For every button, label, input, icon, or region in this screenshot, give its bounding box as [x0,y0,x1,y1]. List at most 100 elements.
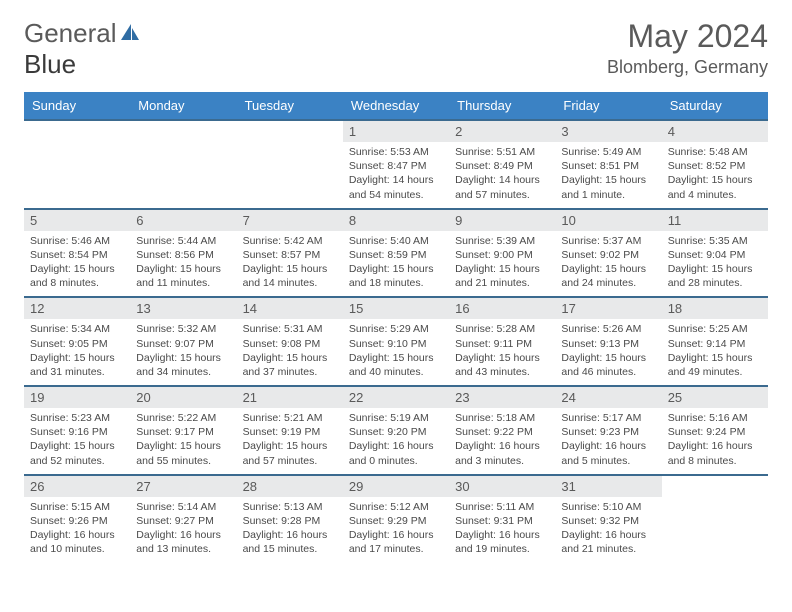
day-number: 12 [24,298,130,319]
day-header-cell: Sunday [24,92,130,120]
day-number: 27 [130,476,236,497]
week-row: 19 Sunrise: 5:23 AMSunset: 9:16 PMDayligh… [24,386,768,475]
day-header-cell: Monday [130,92,236,120]
day-cell: 20 Sunrise: 5:22 AMSunset: 9:17 PMDayligh… [130,386,236,475]
day-cell: 5 Sunrise: 5:46 AMSunset: 8:54 PMDaylight… [24,209,130,298]
day-number: 26 [24,476,130,497]
day-number: 6 [130,210,236,231]
day-info: Sunrise: 5:10 AMSunset: 9:32 PMDaylight:… [561,500,655,557]
day-header-cell: Thursday [449,92,555,120]
day-cell [130,120,236,209]
day-number: 25 [662,387,768,408]
day-info: Sunrise: 5:21 AMSunset: 9:19 PMDaylight:… [243,411,337,468]
title-block: May 2024 Blomberg, Germany [607,18,768,78]
day-header-cell: Tuesday [237,92,343,120]
day-number: 29 [343,476,449,497]
day-cell: 25 Sunrise: 5:16 AMSunset: 9:24 PMDayligh… [662,386,768,475]
day-info: Sunrise: 5:49 AMSunset: 8:51 PMDaylight:… [561,145,655,202]
day-cell: 15 Sunrise: 5:29 AMSunset: 9:10 PMDayligh… [343,297,449,386]
day-info: Sunrise: 5:31 AMSunset: 9:08 PMDaylight:… [243,322,337,379]
day-info: Sunrise: 5:42 AMSunset: 8:57 PMDaylight:… [243,234,337,291]
day-cell: 12 Sunrise: 5:34 AMSunset: 9:05 PMDayligh… [24,297,130,386]
day-cell: 9Sunrise: 5:39 AMSunset: 9:00 PMDaylight… [449,209,555,298]
day-header-cell: Friday [555,92,661,120]
day-cell: 14 Sunrise: 5:31 AMSunset: 9:08 PMDayligh… [237,297,343,386]
logo: GeneralBlue [24,18,141,80]
day-info: Sunrise: 5:13 AMSunset: 9:28 PMDaylight:… [243,500,337,557]
day-cell: 26 Sunrise: 5:15 AMSunset: 9:26 PMDayligh… [24,475,130,563]
day-cell: 17Sunrise: 5:26 AMSunset: 9:13 PMDayligh… [555,297,661,386]
day-number: 10 [555,210,661,231]
day-number: 15 [343,298,449,319]
day-cell: 8Sunrise: 5:40 AMSunset: 8:59 PMDaylight… [343,209,449,298]
day-number: 21 [237,387,343,408]
day-cell: 19 Sunrise: 5:23 AMSunset: 9:16 PMDayligh… [24,386,130,475]
day-cell: 27Sunrise: 5:14 AMSunset: 9:27 PMDayligh… [130,475,236,563]
day-cell: 13 Sunrise: 5:32 AMSunset: 9:07 PMDayligh… [130,297,236,386]
logo-text: GeneralBlue [24,18,141,80]
day-info: Sunrise: 5:53 AMSunset: 8:47 PMDaylight:… [349,145,443,202]
location-text: Blomberg, Germany [607,57,768,78]
day-info: Sunrise: 5:35 AMSunset: 9:04 PMDaylight:… [668,234,762,291]
day-info: Sunrise: 5:22 AMSunset: 9:17 PMDaylight:… [136,411,230,468]
day-number: 16 [449,298,555,319]
day-header-cell: Wednesday [343,92,449,120]
day-cell [237,120,343,209]
day-cell: 7Sunrise: 5:42 AMSunset: 8:57 PMDaylight… [237,209,343,298]
day-info: Sunrise: 5:23 AMSunset: 9:16 PMDaylight:… [30,411,124,468]
day-info: Sunrise: 5:16 AMSunset: 9:24 PMDaylight:… [668,411,762,468]
day-number: 2 [449,121,555,142]
day-cell: 18 Sunrise: 5:25 AMSunset: 9:14 PMDayligh… [662,297,768,386]
day-cell: 21 Sunrise: 5:21 AMSunset: 9:19 PMDayligh… [237,386,343,475]
day-number: 18 [662,298,768,319]
day-info: Sunrise: 5:39 AMSunset: 9:00 PMDaylight:… [455,234,549,291]
week-row: 1 Sunrise: 5:53 AMSunset: 8:47 PMDaylight… [24,120,768,209]
day-cell: 31 Sunrise: 5:10 AMSunset: 9:32 PMDayligh… [555,475,661,563]
day-cell: 29 Sunrise: 5:12 AMSunset: 9:29 PMDayligh… [343,475,449,563]
day-info: Sunrise: 5:15 AMSunset: 9:26 PMDaylight:… [30,500,124,557]
day-info: Sunrise: 5:28 AMSunset: 9:11 PMDaylight:… [455,322,549,379]
day-number: 22 [343,387,449,408]
day-info: Sunrise: 5:44 AMSunset: 8:56 PMDaylight:… [136,234,230,291]
day-info: Sunrise: 5:34 AMSunset: 9:05 PMDaylight:… [30,322,124,379]
day-cell: 24Sunrise: 5:17 AMSunset: 9:23 PMDayligh… [555,386,661,475]
calendar-table: SundayMondayTuesdayWednesdayThursdayFrid… [24,92,768,562]
day-number: 23 [449,387,555,408]
day-cell: 11Sunrise: 5:35 AMSunset: 9:04 PMDayligh… [662,209,768,298]
day-cell: 28Sunrise: 5:13 AMSunset: 9:28 PMDayligh… [237,475,343,563]
day-number: 1 [343,121,449,142]
day-info: Sunrise: 5:25 AMSunset: 9:14 PMDaylight:… [668,322,762,379]
day-number: 4 [662,121,768,142]
day-cell [24,120,130,209]
day-info: Sunrise: 5:32 AMSunset: 9:07 PMDaylight:… [136,322,230,379]
logo-word-2: Blue [24,49,76,79]
week-row: 5 Sunrise: 5:46 AMSunset: 8:54 PMDaylight… [24,209,768,298]
day-info: Sunrise: 5:48 AMSunset: 8:52 PMDaylight:… [668,145,762,202]
day-header-row: SundayMondayTuesdayWednesdayThursdayFrid… [24,92,768,120]
day-cell: 10Sunrise: 5:37 AMSunset: 9:02 PMDayligh… [555,209,661,298]
day-info: Sunrise: 5:29 AMSunset: 9:10 PMDaylight:… [349,322,443,379]
day-number: 24 [555,387,661,408]
day-number: 19 [24,387,130,408]
day-number: 14 [237,298,343,319]
day-info: Sunrise: 5:51 AMSunset: 8:49 PMDaylight:… [455,145,549,202]
day-number: 31 [555,476,661,497]
day-number: 5 [24,210,130,231]
day-number: 20 [130,387,236,408]
month-title: May 2024 [607,18,768,55]
day-info: Sunrise: 5:11 AMSunset: 9:31 PMDaylight:… [455,500,549,557]
day-cell: 6 Sunrise: 5:44 AMSunset: 8:56 PMDaylight… [130,209,236,298]
day-info: Sunrise: 5:18 AMSunset: 9:22 PMDaylight:… [455,411,549,468]
day-info: Sunrise: 5:19 AMSunset: 9:20 PMDaylight:… [349,411,443,468]
day-cell: 30Sunrise: 5:11 AMSunset: 9:31 PMDayligh… [449,475,555,563]
day-cell: 3Sunrise: 5:49 AMSunset: 8:51 PMDaylight… [555,120,661,209]
day-info: Sunrise: 5:46 AMSunset: 8:54 PMDaylight:… [30,234,124,291]
week-row: 12 Sunrise: 5:34 AMSunset: 9:05 PMDayligh… [24,297,768,386]
day-info: Sunrise: 5:40 AMSunset: 8:59 PMDaylight:… [349,234,443,291]
day-cell: 22 Sunrise: 5:19 AMSunset: 9:20 PMDayligh… [343,386,449,475]
day-number: 13 [130,298,236,319]
day-header-cell: Saturday [662,92,768,120]
day-cell: 2 Sunrise: 5:51 AMSunset: 8:49 PMDaylight… [449,120,555,209]
day-info: Sunrise: 5:12 AMSunset: 9:29 PMDaylight:… [349,500,443,557]
day-cell: 4 Sunrise: 5:48 AMSunset: 8:52 PMDaylight… [662,120,768,209]
